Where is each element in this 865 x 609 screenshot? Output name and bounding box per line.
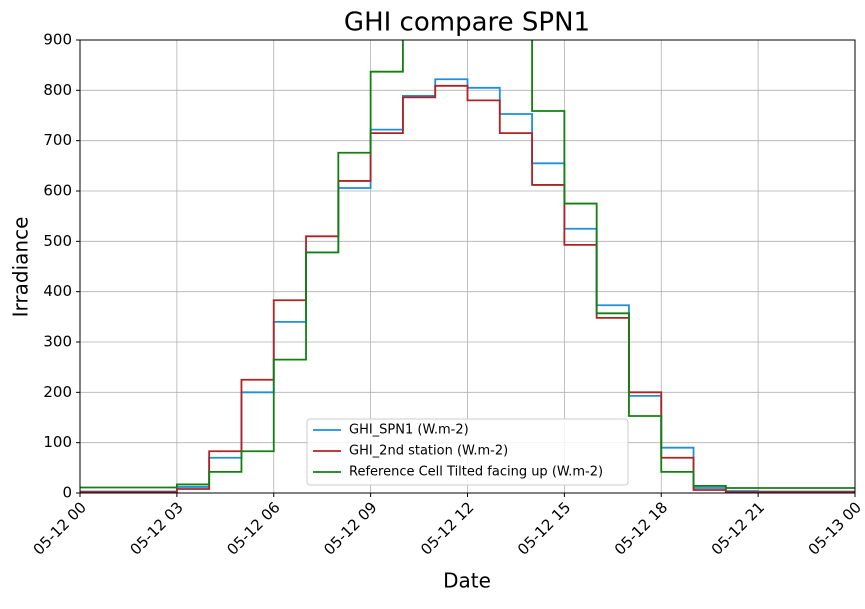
x-tick-label: 05-12 09 xyxy=(320,498,380,558)
x-tick-label: 05-12 12 xyxy=(417,498,477,558)
chart-title: GHI compare SPN1 xyxy=(344,8,590,38)
legend-label: Reference Cell Tilted facing up (W.m-2) xyxy=(349,465,603,480)
x-axis-label: Date xyxy=(443,569,491,593)
y-tick-label: 900 xyxy=(43,31,72,49)
x-tick-label: 05-12 15 xyxy=(514,498,574,558)
x-tick-label: 05-13 00 xyxy=(805,498,865,558)
legend-label: GHI_2nd station (W.m-2) xyxy=(349,444,508,459)
x-tick-label: 05-12 18 xyxy=(611,498,671,558)
plot-frame xyxy=(79,39,856,494)
y-tick-label: 200 xyxy=(43,383,72,401)
x-tick-label: 05-12 03 xyxy=(126,498,186,558)
x-tick-label: 05-12 06 xyxy=(223,498,283,558)
y-tick-label: 100 xyxy=(43,433,72,451)
y-tick-label: 600 xyxy=(43,182,72,200)
y-tick-label: 700 xyxy=(43,131,72,149)
legend-box xyxy=(306,418,629,486)
y-tick-label: 0 xyxy=(62,484,72,502)
y-axis-label: Irradiance xyxy=(9,217,33,318)
legend: GHI_SPN1 (W.m-2) GHI_2nd station (W.m-2) R… xyxy=(306,418,629,486)
y-tick-label: 800 xyxy=(43,81,72,99)
y-tick-label: 500 xyxy=(43,232,72,250)
plot-area xyxy=(80,40,855,493)
series-line xyxy=(80,40,855,489)
x-tick-label: 05-12 00 xyxy=(30,498,90,558)
x-tick-label: 05-12 21 xyxy=(708,498,768,558)
y-tick-label: 400 xyxy=(43,282,72,300)
y-tick-label: 300 xyxy=(43,333,72,351)
legend-label: GHI_SPN1 (W.m-2) xyxy=(349,423,469,438)
